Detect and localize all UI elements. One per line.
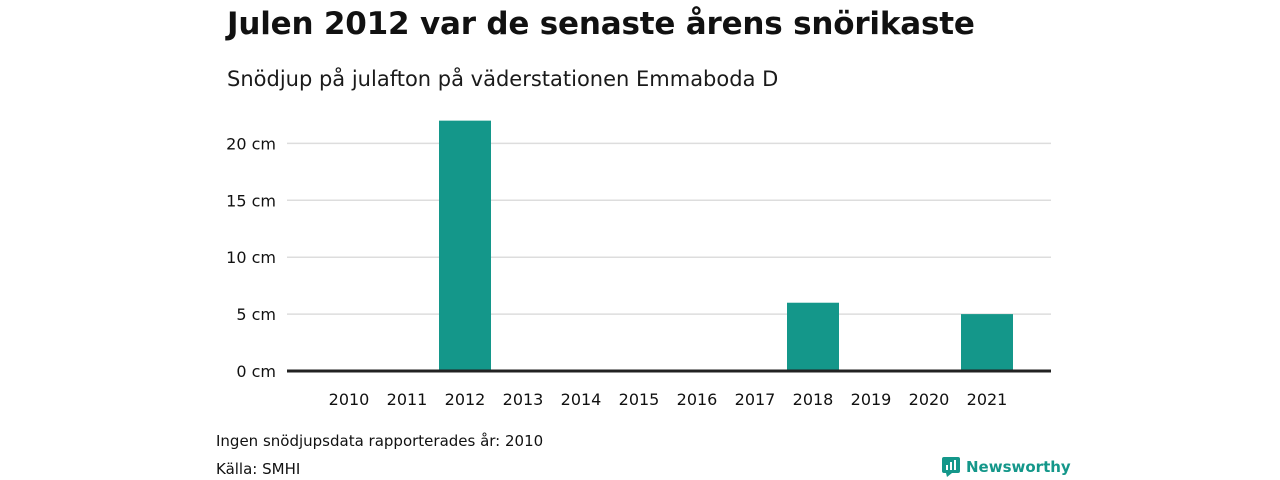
x-tick-label: 2014 [561,390,602,409]
x-tick-label: 2011 [387,390,428,409]
y-tick-label: 0 cm [236,362,276,381]
bar-chart: 0 cm 5 cm 10 cm 15 cm 20 cm 2010 2011 2012 2013… [226,120,1051,409]
chart-title: Julen 2012 var de senaste årens snörikas… [227,6,975,42]
x-axis-tick-labels: 2010 2011 2012 2013 2014 2015 2016 2017 2018 2019… [329,390,1008,409]
y-tick-label: 10 cm [226,248,276,267]
bars [439,120,1013,371]
y-tick-label: 5 cm [236,305,276,324]
bar-2012 [439,120,491,371]
gridlines [287,142,1051,315]
x-tick-label: 2020 [909,390,950,409]
x-tick-label: 2016 [677,390,718,409]
chart-subtitle: Snödjup på julafton på väderstationen Em… [227,67,779,91]
newsworthy-brand[interactable]: Newsworthy [942,457,1071,477]
brand-name: Newsworthy [966,458,1071,476]
x-tick-label: 2017 [735,390,776,409]
x-tick-label: 2015 [619,390,660,409]
source-note: Källa: SMHI [216,460,301,478]
y-axis-tick-labels: 0 cm 5 cm 10 cm 15 cm 20 cm [226,134,276,381]
x-tick-label: 2021 [967,390,1008,409]
missing-data-note: Ingen snödjupsdata rapporterades år: 201… [216,432,544,450]
newsworthy-logo-icon [942,457,960,477]
bar-2021 [961,314,1013,371]
x-tick-label: 2013 [503,390,544,409]
x-tick-label: 2019 [851,390,892,409]
y-tick-label: 15 cm [226,191,276,210]
x-tick-label: 2010 [329,390,370,409]
x-tick-label: 2018 [793,390,834,409]
bar-2018 [787,302,839,371]
x-tick-label: 2012 [445,390,486,409]
y-tick-label: 20 cm [226,134,276,153]
